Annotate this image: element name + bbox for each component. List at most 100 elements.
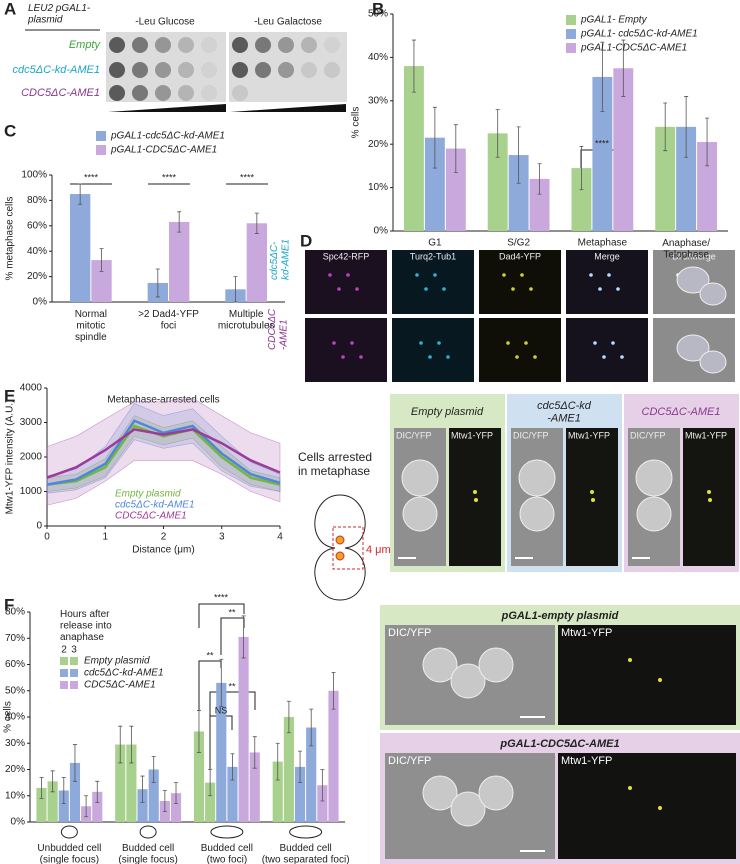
error-bar [155, 268, 160, 298]
bar [487, 133, 508, 231]
error-bar [162, 790, 167, 812]
spot [132, 85, 148, 101]
error-bar [663, 102, 668, 152]
spot [201, 85, 217, 101]
image-label: Mtw1-YFP [561, 627, 612, 639]
legend-swatch [70, 669, 78, 677]
error-bar [432, 106, 437, 169]
signal [628, 658, 632, 662]
x-tick-label: Unbudded cell (single focus) [37, 843, 101, 864]
error-bar [309, 708, 314, 747]
y-tick-label: 70% [5, 633, 25, 644]
spot [255, 85, 271, 101]
significance: **** [240, 172, 255, 182]
microscopy-grid: Spc42-RFP Turq2-Tub1 Dad4-YFP Merge DIC/Merg… [305, 250, 735, 382]
signal [529, 287, 533, 291]
legend-swatch [566, 29, 576, 39]
spot [178, 62, 194, 78]
bar [249, 752, 260, 822]
image-label: Mtw1-YFP [568, 430, 610, 440]
error-bar [129, 725, 134, 764]
spot [324, 37, 340, 53]
chart-title: Metaphase-arrested cells [107, 395, 219, 406]
error-bar [208, 769, 213, 797]
spot [109, 37, 125, 53]
line [46, 419, 281, 486]
cell-outline [314, 494, 366, 601]
error-bar [230, 753, 235, 781]
error-bar [320, 769, 325, 802]
bar [676, 126, 697, 231]
image-label: DIC/YFP [630, 430, 666, 440]
bar [148, 769, 159, 822]
signal [520, 273, 524, 277]
panel-label: F [4, 595, 14, 614]
signal [658, 806, 662, 810]
x-tick-label: 4 [277, 532, 283, 543]
cell [402, 496, 438, 532]
spot [109, 62, 125, 78]
error-bar [411, 39, 416, 93]
signal [602, 355, 606, 359]
bar [508, 155, 529, 231]
panel-label: C [4, 121, 16, 140]
image-label: DIC/YFP [388, 627, 431, 639]
bar [137, 789, 148, 822]
signal [355, 287, 359, 291]
spot [232, 62, 248, 78]
channel-label: Dad4-YFP [499, 251, 541, 261]
error-bar [621, 39, 626, 97]
error-bar [177, 211, 182, 233]
bar [91, 260, 112, 302]
error-bar [196, 710, 201, 753]
y-tick-label: 20% [368, 139, 388, 150]
panel-title: CDC5ΔC-AME1 [642, 406, 721, 418]
spots [109, 37, 340, 101]
y-tick-label: 1000 [20, 486, 43, 497]
image-label: Mtw1-YFP [685, 430, 727, 440]
bar [205, 782, 216, 822]
signal [616, 287, 620, 291]
channel-label: DIC/Merge [672, 251, 716, 261]
signal [446, 355, 450, 359]
cell [636, 496, 672, 532]
error-bar [286, 700, 291, 734]
error-bar [233, 276, 238, 303]
signal [437, 341, 441, 345]
y-tick-label: 10% [5, 790, 25, 801]
spot [301, 85, 317, 101]
signal [346, 273, 350, 277]
signal [707, 490, 711, 494]
signal [590, 490, 594, 494]
image-label: Mtw1-YFP [561, 755, 612, 767]
legend-label: Empty plasmid [84, 656, 150, 667]
y-tick-label: 10% [368, 182, 388, 193]
sig-brackets [70, 183, 268, 770]
spot [278, 37, 294, 53]
micrograph [566, 318, 648, 382]
micrograph [479, 318, 561, 382]
panel-label: A [4, 0, 16, 18]
signal [419, 341, 423, 345]
signal [442, 287, 446, 291]
y-axis-label: % cells [351, 107, 362, 139]
bar [69, 194, 91, 302]
x-tick-label: Metaphase [578, 238, 628, 249]
error-bar [78, 183, 83, 205]
error-bar [453, 124, 458, 173]
row-label: CDC5ΔC-AME1 [267, 308, 290, 350]
bar [169, 221, 190, 302]
error-bar [99, 248, 104, 272]
channel-label: Spc42-RFP [323, 251, 370, 261]
signal [607, 273, 611, 277]
bar [238, 636, 249, 822]
signal [473, 490, 477, 494]
significance: NS [215, 705, 228, 715]
cell [478, 647, 514, 683]
bar [424, 137, 445, 231]
signal [424, 287, 428, 291]
y-axis-label: Mtw1-YFP intensity (A.U.) [5, 400, 16, 515]
signal [598, 287, 602, 291]
error-bar [95, 780, 100, 803]
cell [519, 496, 555, 532]
